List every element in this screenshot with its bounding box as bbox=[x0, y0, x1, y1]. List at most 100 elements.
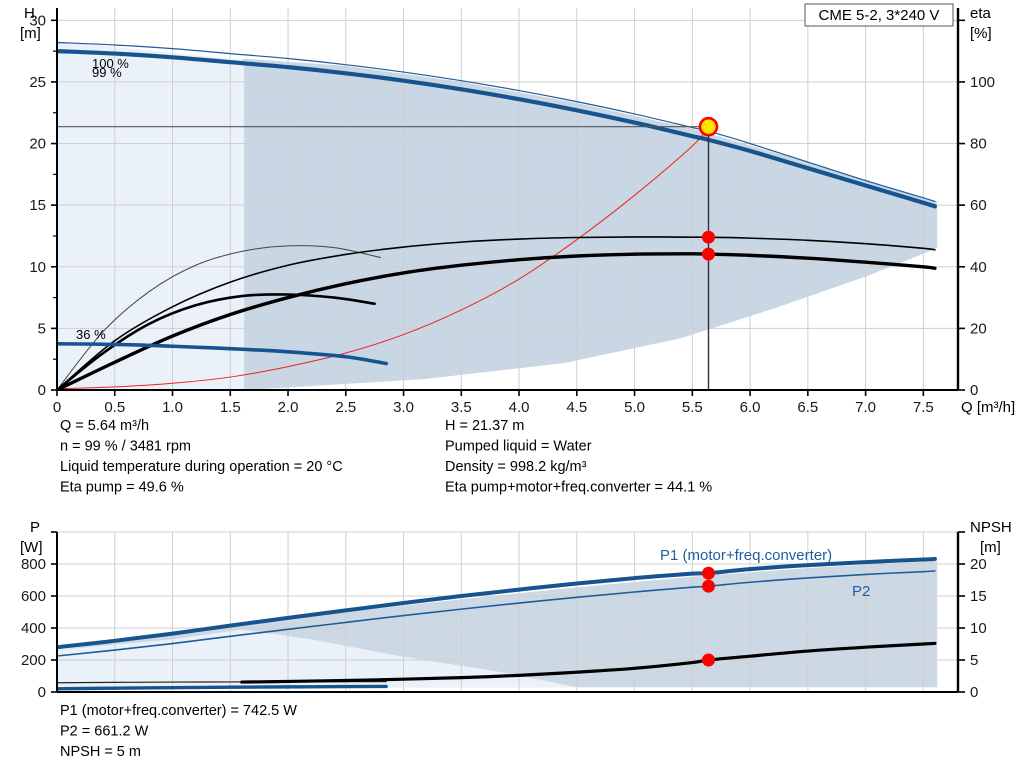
x-tick-label: 1.5 bbox=[220, 399, 241, 416]
top-plot-area: 0 5 10 15 20 25 30 0 0.5 1.0 1.5 2.0 2.5 3.0 3.5 4.0 4.5… bbox=[20, 3, 1015, 496]
p-tick-label: 200 bbox=[21, 652, 46, 669]
power-envelope-light bbox=[57, 629, 577, 688]
p-axis-unit: [W] bbox=[20, 539, 43, 556]
model-title-box bbox=[804, 3, 954, 27]
eta-tick-label: 20 bbox=[970, 320, 987, 337]
p-tick-label: 400 bbox=[21, 620, 46, 637]
duty-point-marker[interactable] bbox=[698, 116, 719, 137]
x-tick-label: 5.5 bbox=[682, 399, 703, 416]
p-tick-label: 800 bbox=[21, 556, 46, 573]
curve-eta-small-secondary bbox=[57, 293, 376, 390]
curve-power-red-reference-line bbox=[57, 126, 709, 390]
npsh-axis-title: NPSH bbox=[970, 519, 1012, 536]
info-line: P1 (motor+freq.converter) = 742.5 W bbox=[60, 703, 297, 719]
x-tick-label: 6.5 bbox=[797, 399, 818, 416]
info-right-line: Density = 998.2 kg/m³ bbox=[445, 459, 587, 475]
eta-pump-marker bbox=[701, 230, 715, 244]
eta-tick-label: 100 bbox=[970, 74, 995, 91]
y-tick-label: 20 bbox=[29, 136, 46, 153]
speed-label-100: 100 % bbox=[92, 56, 129, 71]
legend-p1-label: P1 (motor+freq.converter) bbox=[660, 547, 832, 564]
info-line: P2 = 661.2 W bbox=[60, 724, 149, 740]
eta-tick-label: 40 bbox=[970, 259, 987, 276]
envelope-shading bbox=[57, 560, 938, 688]
x-axis-title: Q [m³/h] bbox=[961, 399, 1015, 416]
x-tick-label: 4.0 bbox=[509, 399, 530, 416]
y-axis-unit: [m] bbox=[20, 25, 41, 42]
power-npsh-chart: 0 200 400 600 800 0 5 10 15 20 P [W] NPSH [m] P1 (moto… bbox=[0, 510, 1024, 781]
info-right-line: Pumped liquid = Water bbox=[445, 439, 592, 455]
info-right-line: Eta pump+motor+freq.converter = 44.1 % bbox=[445, 480, 712, 496]
y-axis-title: H bbox=[24, 5, 35, 22]
p1-duty-marker bbox=[701, 566, 715, 580]
curve-group bbox=[57, 556, 937, 691]
npsh-tick-label: 15 bbox=[970, 588, 987, 605]
envelope-shading bbox=[57, 41, 938, 390]
info-left-line: Q = 5.64 m³/h bbox=[60, 418, 149, 434]
npsh-axis-unit: [m] bbox=[980, 539, 1001, 556]
curve-p2 bbox=[57, 570, 936, 657]
head-efficiency-svg: 0 5 10 15 20 25 30 0 0.5 1.0 1.5 2.0 2.5 3.0 3.5 4.0 4.5… bbox=[20, 3, 1015, 496]
speed-label-99: 99 % bbox=[92, 65, 122, 80]
npsh-duty-marker bbox=[701, 653, 715, 667]
curve-h-curve-36-speed-min bbox=[57, 341, 389, 366]
curve-h-curve-100-speed bbox=[57, 41, 936, 203]
x-tick-label: 7.0 bbox=[855, 399, 876, 416]
gridlines bbox=[56, 531, 958, 693]
p-tick-label: 0 bbox=[38, 684, 46, 701]
y-tick-label: 10 bbox=[29, 259, 46, 276]
eta-tick-label: 0 bbox=[970, 382, 978, 399]
x-tick-label: 1.0 bbox=[162, 399, 183, 416]
npsh-tick-label: 10 bbox=[970, 620, 987, 637]
curve-eta-pump-motor-freq-converter bbox=[57, 252, 937, 390]
curve-eta-at-reduced-speed bbox=[57, 245, 381, 390]
bottom-info-block: P1 (motor+freq.converter) = 742.5 W P2 = … bbox=[60, 703, 297, 760]
y-tick-label: 25 bbox=[29, 74, 46, 91]
eta-tick-label: 60 bbox=[970, 197, 987, 214]
info-line: NPSH = 5 m bbox=[60, 744, 141, 760]
bottom-plot-area: 0 200 400 600 800 0 5 10 15 20 P [W] NPSH [m] P1 (moto… bbox=[20, 519, 1012, 760]
power-npsh-svg: 0 200 400 600 800 0 5 10 15 20 P [W] NPSH [m] P1 (moto… bbox=[20, 519, 1012, 760]
x-tick-label: 4.5 bbox=[566, 399, 587, 416]
info-right-line: H = 21.37 m bbox=[445, 418, 524, 434]
axes: 0 5 10 15 20 25 30 0 0.5 1.0 1.5 2.0 2.5 3.0 3.5 4.0 4.5… bbox=[29, 8, 1015, 416]
curve-npsh bbox=[240, 641, 937, 684]
curve-group bbox=[57, 41, 937, 390]
p-axis-title: P bbox=[30, 519, 40, 536]
y-tick-label: 15 bbox=[29, 197, 46, 214]
x-tick-label: 0 bbox=[53, 399, 61, 416]
npsh-tick-label: 5 bbox=[970, 652, 978, 669]
curve-h-curve-99-speed-duty bbox=[57, 49, 937, 209]
eta-axis-title: eta bbox=[970, 5, 992, 22]
axes: 0 200 400 600 800 0 5 10 15 20 bbox=[21, 531, 987, 701]
npsh-tick-label: 0 bbox=[970, 684, 978, 701]
x-tick-label: 6.0 bbox=[740, 399, 761, 416]
x-tick-label: 2.5 bbox=[335, 399, 356, 416]
info-left-line: Liquid temperature during operation = 20… bbox=[60, 459, 343, 475]
p2-duty-marker bbox=[701, 579, 715, 593]
x-tick-label: 7.5 bbox=[913, 399, 934, 416]
y-tick-label: 30 bbox=[29, 12, 46, 29]
eta-axis-unit: [%] bbox=[970, 25, 992, 42]
npsh-tick-label: 20 bbox=[970, 556, 987, 573]
x-tick-label: 5.0 bbox=[624, 399, 645, 416]
p-tick-label: 600 bbox=[21, 588, 46, 605]
head-efficiency-chart: 0 5 10 15 20 25 30 0 0.5 1.0 1.5 2.0 2.5 3.0 3.5 4.0 4.5… bbox=[20, 3, 1015, 496]
curve-eta-pump bbox=[57, 236, 936, 390]
y-tick-label: 0 bbox=[38, 382, 46, 399]
operating-envelope bbox=[241, 58, 938, 390]
info-left-line: Eta pump = 49.6 % bbox=[60, 480, 184, 496]
x-tick-label: 0.5 bbox=[104, 399, 125, 416]
top-info-block: Q = 5.64 m³/h n = 99 % / 3481 rpm Liquid t… bbox=[60, 418, 712, 496]
curve-p2-at-min-speed bbox=[57, 684, 388, 691]
eta-tick-label: 80 bbox=[970, 136, 987, 153]
x-tick-label: 3.0 bbox=[393, 399, 414, 416]
x-tick-label: 2.0 bbox=[278, 399, 299, 416]
curve-p1-motor-freq-converter bbox=[57, 556, 937, 650]
eta-total-marker bbox=[701, 247, 715, 261]
x-tick-label: 3.5 bbox=[451, 399, 472, 416]
y-tick-label: 5 bbox=[38, 320, 46, 337]
info-left-line: n = 99 % / 3481 rpm bbox=[60, 439, 191, 455]
speed-label-36: 36 % bbox=[76, 327, 106, 342]
legend-p2-label: P2 bbox=[852, 583, 870, 600]
